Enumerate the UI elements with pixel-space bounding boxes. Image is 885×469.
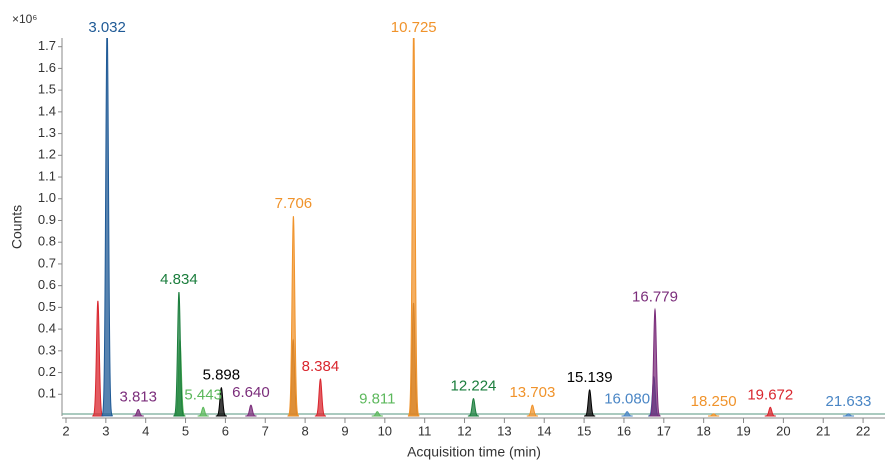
y-tick-label: 0.4 (38, 321, 56, 336)
x-tick-label: 18 (696, 423, 710, 438)
x-tick-label: 13 (497, 423, 511, 438)
x-tick-label: 3 (102, 423, 109, 438)
peak-label: 5.443 (184, 386, 222, 403)
y-tick-label: 0.8 (38, 234, 56, 249)
x-tick-label: 16 (617, 423, 631, 438)
y-tick-label: 1.0 (38, 190, 56, 205)
peak (92, 300, 104, 417)
x-tick-label: 8 (301, 423, 308, 438)
peak-label: 8.384 (302, 358, 340, 375)
peak-label: 15.139 (567, 369, 613, 386)
peak-label: 3.032 (88, 19, 126, 36)
peak (371, 411, 383, 417)
y-tick-label: 0.2 (38, 364, 56, 379)
peak (173, 292, 185, 417)
peak (584, 389, 596, 417)
x-tick-label: 19 (736, 423, 750, 438)
y-tick-label: 1.7 (38, 38, 56, 53)
peak (708, 413, 720, 417)
x-tick-label: 10 (378, 423, 392, 438)
peak-label: 16.779 (632, 289, 678, 306)
peak (407, 38, 420, 417)
y-tick-label: 0.6 (38, 277, 56, 292)
peak (287, 216, 300, 417)
x-tick-label: 22 (856, 423, 870, 438)
x-tick-label: 17 (657, 423, 671, 438)
peak-label: 13.703 (509, 384, 555, 401)
x-tick-label: 14 (537, 423, 551, 438)
x-tick-label: 12 (457, 423, 471, 438)
y-tick-label: 0.3 (38, 342, 56, 357)
peak-label: 7.706 (275, 195, 313, 212)
x-tick-label: 11 (418, 423, 432, 438)
peak (132, 408, 144, 417)
y-tick-label: 0.7 (38, 255, 56, 270)
y-axis-label: Counts (9, 205, 25, 249)
x-tick-label: 9 (341, 423, 348, 438)
y-multiplier: ×10⁶ (12, 12, 37, 26)
y-tick-label: 1.3 (38, 125, 56, 140)
y-tick-label: 1.2 (38, 147, 56, 162)
peak (101, 38, 113, 417)
y-tick-label: 0.1 (38, 386, 56, 401)
peak-label: 4.834 (160, 271, 198, 288)
peak (526, 404, 539, 417)
y-tick-label: 1.1 (38, 168, 56, 183)
peak-label: 6.640 (232, 384, 270, 401)
x-tick-label: 7 (262, 423, 269, 438)
y-tick-label: 0.9 (38, 212, 56, 227)
peak (764, 406, 776, 417)
y-tick-label: 1.5 (38, 82, 56, 97)
peak-label: 16.080 (604, 391, 650, 408)
peak-label: 3.813 (119, 388, 157, 405)
peak-label: 18.250 (691, 393, 737, 410)
x-tick-label: 2 (62, 423, 69, 438)
x-tick-label: 20 (776, 423, 790, 438)
plot-area (62, 38, 885, 417)
x-axis-label: Acquisition time (min) (407, 444, 541, 460)
x-tick-label: 15 (577, 423, 591, 438)
peak (842, 413, 855, 417)
peak (467, 398, 480, 417)
y-tick-label: 1.4 (38, 103, 56, 118)
y-tick-label: 1.6 (38, 60, 56, 75)
peak (197, 406, 209, 417)
peak (215, 387, 227, 417)
peak-label: 19.672 (747, 386, 793, 403)
peak-label: 5.898 (203, 367, 241, 384)
peak (621, 411, 633, 417)
x-tick-label: 6 (222, 423, 229, 438)
y-tick-label: 0.5 (38, 299, 56, 314)
peak-label: 12.224 (451, 378, 497, 395)
peak (245, 404, 257, 417)
peak (314, 378, 327, 417)
peak-label: 21.633 (826, 393, 872, 410)
peak-label: 10.725 (391, 19, 437, 36)
x-tick-label: 5 (182, 423, 189, 438)
x-tick-label: 4 (142, 423, 149, 438)
x-tick-label: 21 (816, 423, 830, 438)
peak (649, 307, 661, 417)
peak-label: 9.811 (359, 391, 395, 408)
